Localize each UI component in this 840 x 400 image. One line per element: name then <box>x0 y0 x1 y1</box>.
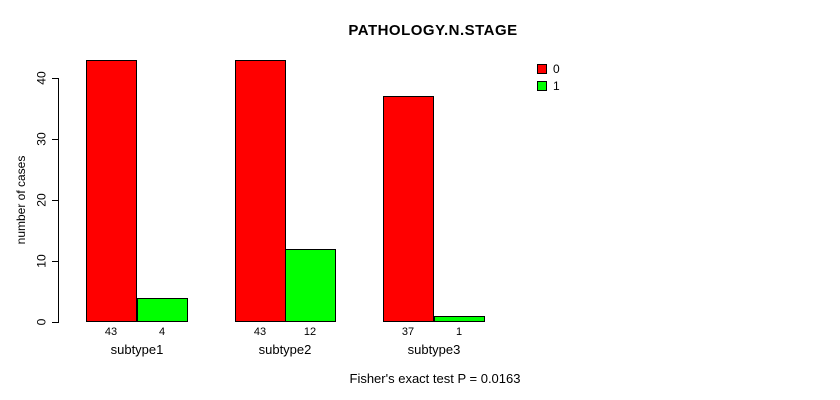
bar-value-label: 43 <box>253 326 267 338</box>
bar-value-label: 4 <box>158 326 166 338</box>
bar-subtype2-series-1 <box>285 249 336 322</box>
y-tick-label: 20 <box>34 193 49 207</box>
bar-value-label: 37 <box>401 326 415 338</box>
y-tick-mark <box>52 322 58 323</box>
y-tick-mark <box>52 78 58 79</box>
x-category-label-subtype3: subtype3 <box>407 342 461 357</box>
bar-subtype1-series-0 <box>86 60 137 322</box>
legend-swatch-green <box>537 81 547 91</box>
legend-item-1: 1 <box>537 79 560 93</box>
bar-subtype3-series-1 <box>434 316 485 322</box>
bar-subtype2-series-0 <box>235 60 286 322</box>
y-axis-line <box>58 78 59 323</box>
y-axis-label: number of cases <box>14 155 28 245</box>
bar-value-label: 12 <box>303 326 317 338</box>
legend: 0 1 <box>537 62 560 96</box>
y-tick-label: 10 <box>34 254 49 268</box>
legend-label: 1 <box>553 79 560 93</box>
legend-label: 0 <box>553 62 560 76</box>
y-tick-label: 0 <box>34 318 49 326</box>
legend-swatch-red <box>537 64 547 74</box>
bar-subtype3-series-0 <box>383 96 434 322</box>
y-tick-label: 30 <box>34 132 49 146</box>
legend-item-0: 0 <box>537 62 560 76</box>
x-category-label-subtype2: subtype2 <box>258 342 312 357</box>
y-tick-mark <box>52 139 58 140</box>
bar-subtype1-series-1 <box>137 298 188 322</box>
footnote-fisher-test: Fisher's exact test P = 0.0163 <box>349 371 521 386</box>
x-category-label-subtype1: subtype1 <box>110 342 164 357</box>
y-tick-label: 40 <box>34 71 49 85</box>
y-tick-mark <box>52 261 58 262</box>
y-tick-mark <box>52 200 58 201</box>
bar-value-label: 43 <box>104 326 118 338</box>
chart-title: PATHOLOGY.N.STAGE <box>348 22 518 39</box>
bar-value-label: 1 <box>455 326 463 338</box>
